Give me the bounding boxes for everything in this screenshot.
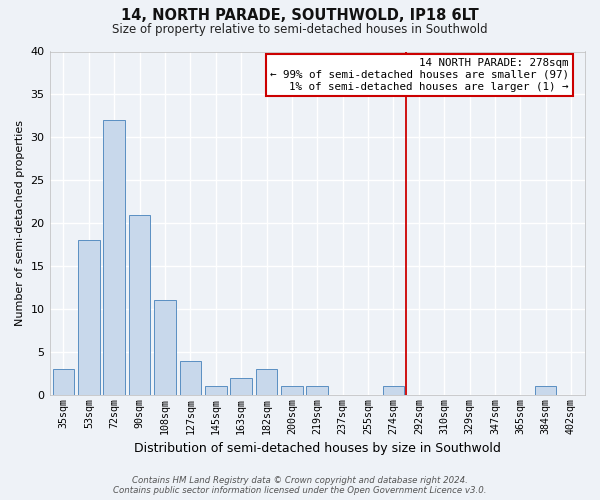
Bar bbox=[230, 378, 252, 395]
Bar bbox=[78, 240, 100, 395]
Bar bbox=[383, 386, 404, 395]
Text: 14 NORTH PARADE: 278sqm
← 99% of semi-detached houses are smaller (97)
1% of sem: 14 NORTH PARADE: 278sqm ← 99% of semi-de… bbox=[270, 58, 569, 92]
Bar bbox=[129, 214, 151, 395]
Text: Size of property relative to semi-detached houses in Southwold: Size of property relative to semi-detach… bbox=[112, 22, 488, 36]
Bar bbox=[307, 386, 328, 395]
Text: 14, NORTH PARADE, SOUTHWOLD, IP18 6LT: 14, NORTH PARADE, SOUTHWOLD, IP18 6LT bbox=[121, 8, 479, 22]
Bar bbox=[535, 386, 556, 395]
Bar bbox=[154, 300, 176, 395]
Bar bbox=[53, 369, 74, 395]
X-axis label: Distribution of semi-detached houses by size in Southwold: Distribution of semi-detached houses by … bbox=[134, 442, 501, 455]
Bar bbox=[281, 386, 302, 395]
Text: Contains HM Land Registry data © Crown copyright and database right 2024.
Contai: Contains HM Land Registry data © Crown c… bbox=[113, 476, 487, 495]
Bar bbox=[103, 120, 125, 395]
Y-axis label: Number of semi-detached properties: Number of semi-detached properties bbox=[15, 120, 25, 326]
Bar bbox=[179, 360, 201, 395]
Bar bbox=[256, 369, 277, 395]
Bar bbox=[205, 386, 227, 395]
